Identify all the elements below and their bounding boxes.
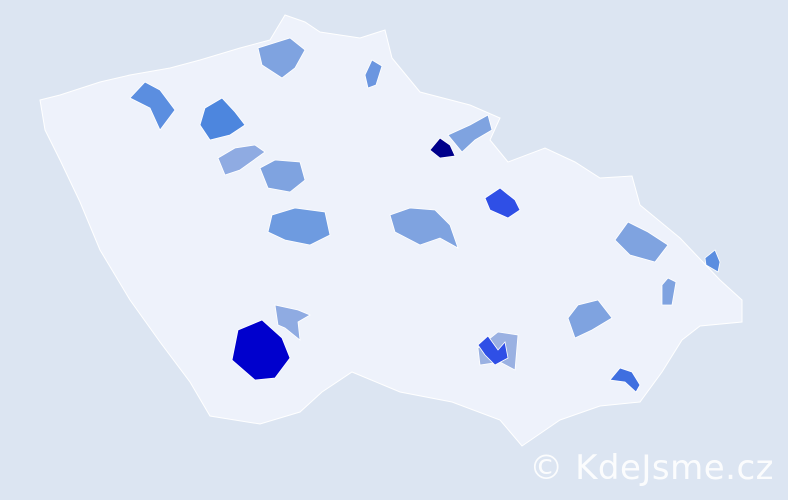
region-usti-orlici[interactable]: [484, 187, 521, 219]
region-havlickuv-brod[interactable]: [389, 207, 459, 249]
region-prerov[interactable]: [614, 221, 669, 263]
region-jablonec[interactable]: [364, 59, 383, 89]
region-ceske-budejovice[interactable]: [231, 319, 291, 381]
region-benesov[interactable]: [267, 207, 331, 246]
region-rakovnik[interactable]: [217, 144, 266, 176]
region-louny[interactable]: [199, 97, 246, 141]
region-kladno[interactable]: [259, 159, 306, 193]
region-kromeriz[interactable]: [567, 299, 613, 339]
region-teplice[interactable]: [129, 81, 176, 131]
region-liberec-north[interactable]: [257, 37, 306, 79]
region-brno[interactable]: [477, 335, 509, 366]
watermark: © KdeJsme.cz: [529, 448, 774, 488]
region-vsetin[interactable]: [661, 277, 677, 306]
region-uherske-hradiste[interactable]: [609, 367, 641, 393]
region-novy-jicin[interactable]: [704, 249, 721, 273]
region-nachod[interactable]: [429, 137, 456, 159]
region-strakonice[interactable]: [274, 304, 311, 341]
region-trutnov[interactable]: [447, 114, 493, 153]
